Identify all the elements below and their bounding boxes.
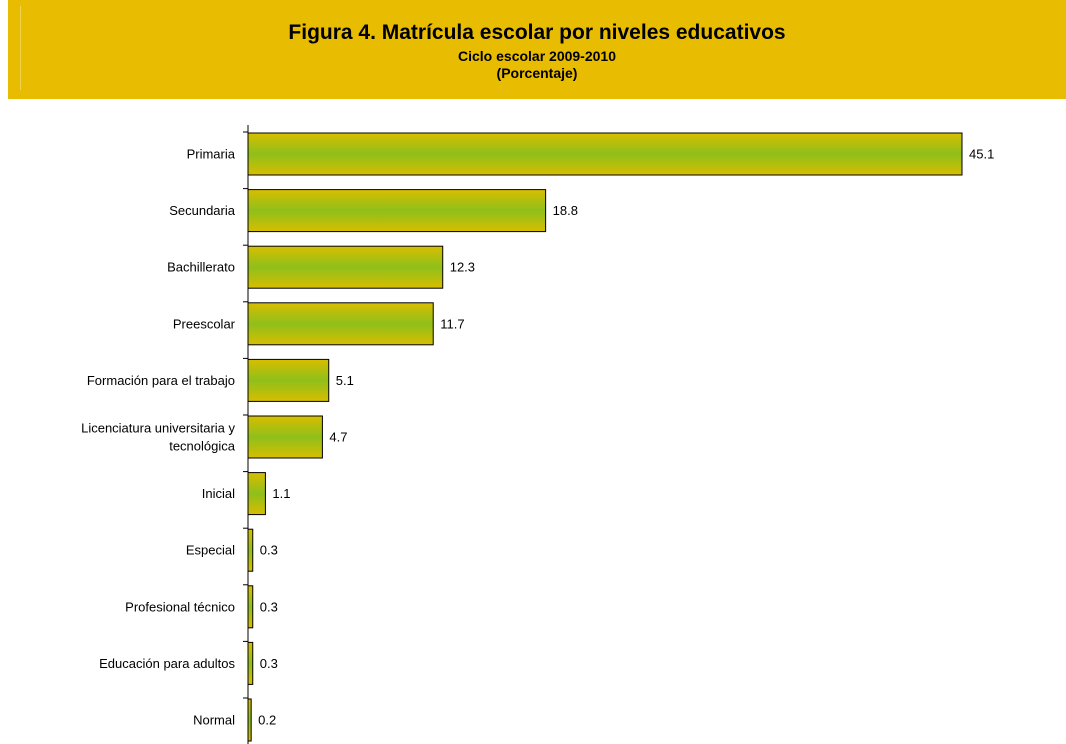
bar: [247, 189, 547, 233]
chart-title: Figura 4. Matrícula escolar por niveles …: [288, 21, 786, 44]
category-tick-label: Primaria: [187, 147, 236, 162]
category-tick-label: tecnológica: [169, 439, 236, 454]
data-label: 1.1: [272, 486, 290, 501]
category-tick-label: Formación para el trabajo: [87, 373, 235, 388]
data-label: 0.3: [260, 543, 278, 558]
category-tick-label: Profesional técnico: [125, 599, 235, 614]
chart-unit: (Porcentaje): [496, 65, 578, 81]
data-label: 11.7: [440, 316, 464, 331]
bar: [247, 132, 963, 176]
category-tick-label: Especial: [186, 543, 235, 558]
bar: [247, 245, 444, 289]
bar: [247, 472, 266, 516]
bar: [247, 302, 434, 346]
data-label: 18.8: [553, 203, 578, 218]
bar: [247, 528, 254, 572]
data-label: 0.3: [260, 656, 278, 671]
category-tick-label: Normal: [193, 713, 235, 728]
bar: [247, 358, 330, 402]
bar: [247, 585, 254, 629]
category-tick-label: Bachillerato: [167, 260, 235, 275]
data-label: 4.7: [329, 430, 347, 445]
bar: [247, 415, 323, 459]
data-label: 0.3: [260, 599, 278, 614]
data-label: 12.3: [450, 260, 475, 275]
data-label: 45.1: [969, 147, 994, 162]
bar: [247, 698, 252, 742]
category-tick-label: Licenciatura universitaria y: [81, 421, 235, 436]
chart-header: Figura 4. Matrícula escolar por niveles …: [8, 0, 1066, 99]
header-divider: [20, 6, 21, 90]
category-tick-label: Inicial: [202, 486, 235, 501]
chart-subtitle: Ciclo escolar 2009-2010: [458, 48, 616, 64]
category-tick-label: Preescolar: [173, 316, 236, 331]
data-label: 5.1: [336, 373, 354, 388]
category-tick-label: Secundaria: [169, 203, 236, 218]
bar: [247, 641, 254, 685]
data-label: 0.2: [258, 713, 276, 728]
category-tick-label: Educación para adultos: [99, 656, 235, 671]
